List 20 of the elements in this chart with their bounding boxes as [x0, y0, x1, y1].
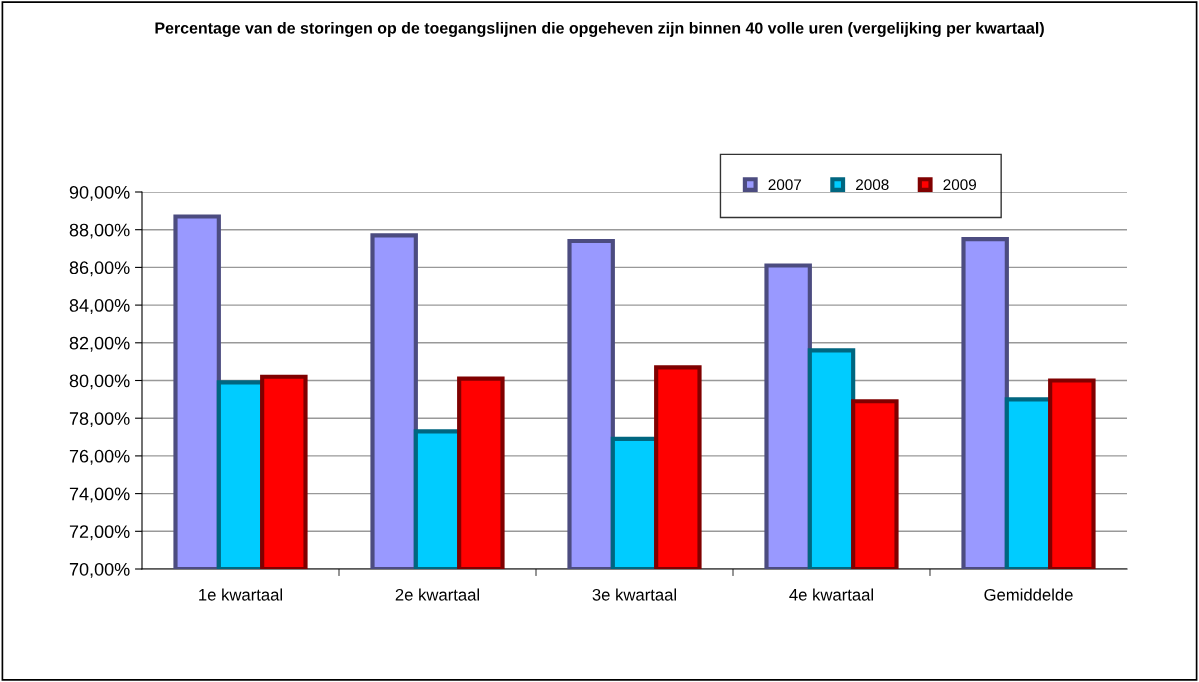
- x-tick-label: 4e kwartaal: [789, 588, 873, 601]
- y-tick-label: 86,00%: [69, 261, 130, 277]
- y-tick-label: 88,00%: [69, 223, 130, 239]
- y-tick-label: 84,00%: [69, 299, 130, 314]
- y-tick-label: 74,00%: [69, 487, 130, 503]
- legend-label: 2009: [943, 179, 976, 191]
- y-tick-label: 78,00%: [69, 412, 130, 428]
- y-tick-label: 80,00%: [69, 374, 130, 390]
- y-tick-label: 72,00%: [69, 525, 130, 541]
- y-tick-label: 70,00%: [69, 562, 130, 578]
- chart-title: Percentage van de storingen op de toegangslijnen die opgeheven zijn binnen 40 volle uren (vergelijking per kwartaal): [155, 22, 1044, 37]
- x-tick-label: 2e kwartaal: [395, 588, 479, 601]
- x-tick-label: Gemiddelde: [984, 588, 1073, 601]
- y-tick-label: 76,00%: [69, 449, 130, 465]
- x-tick-label: 3e kwartaal: [592, 588, 676, 601]
- legend-label: 2007: [768, 179, 802, 191]
- x-tick-label: 1e kwartaal: [199, 588, 282, 601]
- legend-label: 2008: [856, 179, 889, 191]
- y-tick-label: 82,00%: [69, 336, 130, 352]
- y-tick-label: 90,00%: [69, 185, 130, 201]
